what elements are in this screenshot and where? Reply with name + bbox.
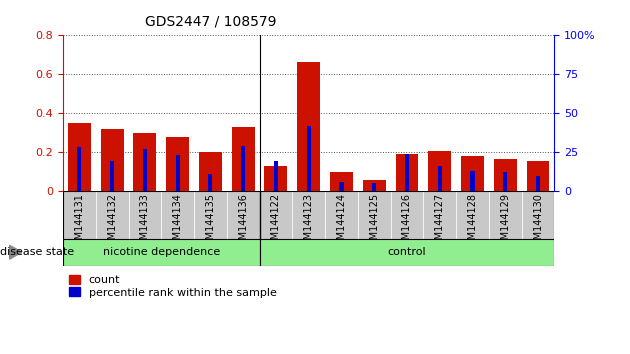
Text: nicotine dependence: nicotine dependence	[103, 247, 220, 257]
Bar	[129, 191, 161, 239]
Bar	[227, 191, 260, 239]
Bar	[134, 133, 156, 191]
Bar	[325, 191, 358, 239]
Text: GSM144125: GSM144125	[369, 193, 379, 252]
Bar	[536, 176, 540, 191]
Bar	[292, 191, 325, 239]
Bar	[260, 191, 292, 239]
Bar	[232, 127, 255, 191]
Bar	[209, 174, 212, 191]
Bar	[274, 161, 278, 191]
Text: GSM144131: GSM144131	[74, 193, 84, 252]
Bar	[143, 149, 147, 191]
Bar	[391, 191, 423, 239]
Legend: count, percentile rank within the sample: count, percentile rank within the sample	[69, 275, 277, 298]
Bar	[63, 239, 260, 266]
Bar	[194, 191, 227, 239]
Text: GSM144127: GSM144127	[435, 193, 445, 252]
Polygon shape	[9, 245, 22, 259]
Text: GSM144134: GSM144134	[173, 193, 183, 252]
Text: GSM144128: GSM144128	[467, 193, 478, 252]
Text: GSM144135: GSM144135	[205, 193, 215, 252]
Bar	[396, 154, 418, 191]
Text: GSM144123: GSM144123	[304, 193, 314, 252]
Bar	[438, 166, 442, 191]
Bar	[423, 191, 456, 239]
Text: GDS2447 / 108579: GDS2447 / 108579	[145, 14, 277, 28]
Bar	[260, 239, 554, 266]
Bar	[297, 62, 320, 191]
Bar	[176, 155, 180, 191]
Bar	[68, 123, 91, 191]
Bar	[110, 161, 114, 191]
Bar	[330, 172, 353, 191]
Text: GSM144130: GSM144130	[533, 193, 543, 252]
Bar	[527, 161, 549, 191]
Text: GSM144124: GSM144124	[336, 193, 346, 252]
Bar	[489, 191, 522, 239]
Bar	[77, 147, 81, 191]
Text: GSM144136: GSM144136	[238, 193, 248, 252]
Bar	[307, 126, 311, 191]
Bar	[199, 152, 222, 191]
Bar	[63, 191, 96, 239]
Bar	[461, 156, 484, 191]
Bar	[503, 172, 507, 191]
Bar	[363, 181, 386, 191]
Bar	[456, 191, 489, 239]
Bar	[161, 191, 194, 239]
Text: GSM144129: GSM144129	[500, 193, 510, 252]
Text: GSM144126: GSM144126	[402, 193, 412, 252]
Bar	[241, 147, 245, 191]
Bar	[405, 154, 409, 191]
Text: control: control	[387, 247, 427, 257]
Bar	[372, 183, 376, 191]
Bar	[358, 191, 391, 239]
Text: GSM144132: GSM144132	[107, 193, 117, 252]
Bar	[522, 191, 554, 239]
Bar	[494, 159, 517, 191]
Bar	[428, 151, 451, 191]
Text: GSM144133: GSM144133	[140, 193, 150, 252]
Text: disease state: disease state	[0, 247, 74, 257]
Bar	[265, 166, 287, 191]
Bar	[340, 182, 343, 191]
Text: GSM144122: GSM144122	[271, 193, 281, 252]
Bar	[96, 191, 129, 239]
Bar	[471, 171, 474, 191]
Bar	[101, 129, 123, 191]
Bar	[166, 137, 189, 191]
